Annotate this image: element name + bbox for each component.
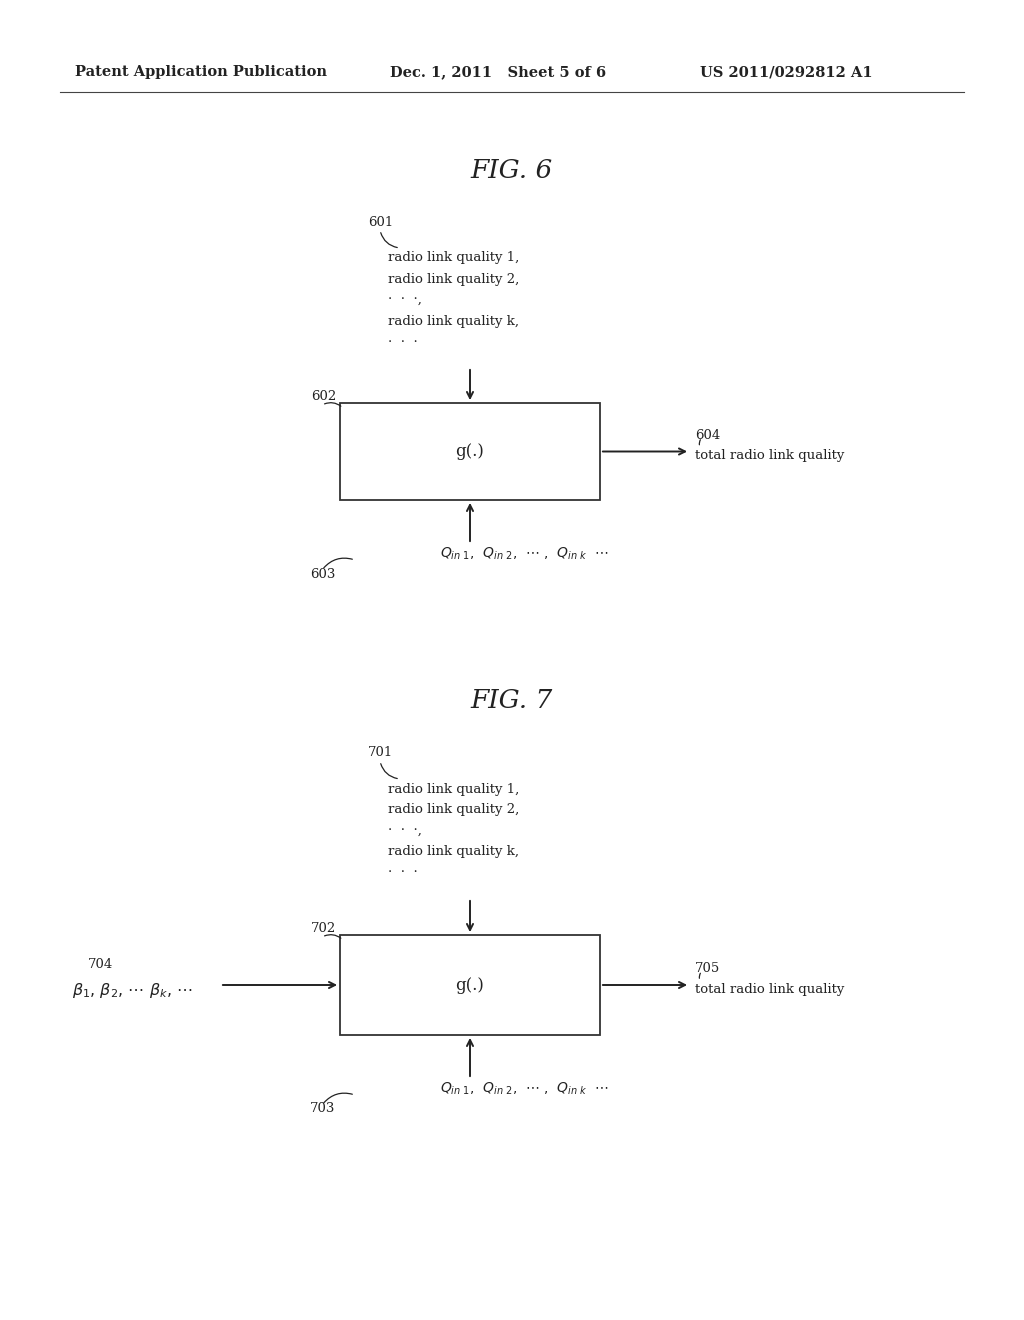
Text: ·  ·  ·,: · · ·, — [388, 293, 422, 306]
Text: 601: 601 — [368, 215, 393, 228]
Text: US 2011/0292812 A1: US 2011/0292812 A1 — [700, 65, 872, 79]
Text: 705: 705 — [695, 962, 720, 975]
Text: 703: 703 — [310, 1102, 336, 1115]
Bar — [340, 935, 600, 1035]
Text: 701: 701 — [368, 747, 393, 759]
Text: 603: 603 — [310, 568, 336, 581]
Text: ·  ·  ·,: · · ·, — [388, 825, 422, 837]
Text: radio link quality 2,: radio link quality 2, — [388, 272, 519, 285]
Text: Patent Application Publication: Patent Application Publication — [75, 65, 327, 79]
Text: $Q_{in\ 1}$,  $Q_{in\ 2}$,  $\cdots$ ,  $Q_{in\ k}$  $\cdots$: $Q_{in\ 1}$, $Q_{in\ 2}$, $\cdots$ , $Q_… — [440, 1081, 609, 1097]
Text: radio link quality k,: radio link quality k, — [388, 846, 519, 858]
Text: radio link quality k,: radio link quality k, — [388, 314, 519, 327]
Text: 604: 604 — [695, 429, 720, 442]
Bar — [340, 403, 600, 500]
Text: 704: 704 — [88, 958, 114, 972]
Text: radio link quality 1,: radio link quality 1, — [388, 252, 519, 264]
Text: $Q_{in\ 1}$,  $Q_{in\ 2}$,  $\cdots$ ,  $Q_{in\ k}$  $\cdots$: $Q_{in\ 1}$, $Q_{in\ 2}$, $\cdots$ , $Q_… — [440, 545, 609, 562]
Text: radio link quality 1,: radio link quality 1, — [388, 783, 519, 796]
Text: g(.): g(.) — [456, 444, 484, 459]
Text: ·  ·  ·: · · · — [388, 335, 418, 348]
Text: 602: 602 — [311, 391, 336, 404]
Text: total radio link quality: total radio link quality — [695, 982, 845, 995]
Text: radio link quality 2,: radio link quality 2, — [388, 804, 519, 817]
Text: Dec. 1, 2011   Sheet 5 of 6: Dec. 1, 2011 Sheet 5 of 6 — [390, 65, 606, 79]
Text: total radio link quality: total radio link quality — [695, 449, 845, 462]
Text: FIG. 7: FIG. 7 — [471, 688, 553, 713]
Text: FIG. 6: FIG. 6 — [471, 157, 553, 182]
Text: $\beta_1$, $\beta_2$, $\cdots$ $\beta_k$, $\cdots$: $\beta_1$, $\beta_2$, $\cdots$ $\beta_k$… — [72, 982, 193, 1001]
Text: g(.): g(.) — [456, 977, 484, 994]
Text: ·  ·  ·: · · · — [388, 866, 418, 879]
Text: 702: 702 — [311, 923, 336, 936]
